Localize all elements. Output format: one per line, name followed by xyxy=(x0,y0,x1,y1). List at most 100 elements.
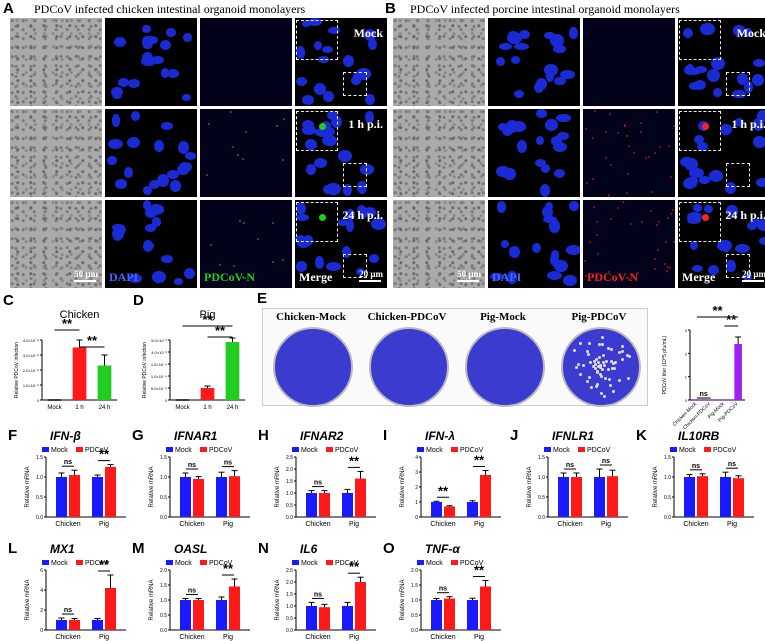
bar xyxy=(697,476,708,517)
nucleus xyxy=(548,217,558,229)
scale-bar xyxy=(457,280,479,282)
micrograph-b-r1-c1 xyxy=(393,18,485,106)
nucleus xyxy=(563,274,578,287)
nucleus xyxy=(498,43,512,51)
nucleus xyxy=(490,273,505,281)
plaque xyxy=(602,361,606,365)
signal-dot xyxy=(281,259,284,262)
nucleus xyxy=(733,25,745,36)
plaque xyxy=(610,359,614,363)
y-tick-label: 6 xyxy=(40,568,43,574)
nucleus xyxy=(496,201,507,213)
nucleus xyxy=(302,95,315,105)
nucleus xyxy=(365,93,376,106)
nucleus xyxy=(295,46,306,59)
x-tick-label: Mock xyxy=(175,405,190,411)
signal-dot xyxy=(663,262,666,265)
sig-label: ns xyxy=(728,461,736,468)
y-tick-label: 3 xyxy=(415,470,418,476)
x-tick-label: Chicken xyxy=(683,521,708,528)
bar xyxy=(720,477,731,517)
nucleus xyxy=(157,173,169,187)
y-tick-label: 2 xyxy=(415,485,418,491)
signal-dot xyxy=(627,145,630,148)
nucleus xyxy=(371,217,387,230)
nucleus xyxy=(747,221,758,230)
bar xyxy=(105,588,116,630)
plaque xyxy=(593,366,597,370)
panel-letter-a: A xyxy=(3,0,14,17)
nucleus xyxy=(142,240,153,253)
nucleus xyxy=(694,66,708,74)
panel-letter: I xyxy=(383,427,387,444)
signal-dot xyxy=(231,145,234,148)
nucleus xyxy=(517,140,527,154)
plaque xyxy=(617,379,621,383)
y-tick-label: 1.5×10⁻⁴ xyxy=(151,362,167,367)
sig-label: ** xyxy=(215,323,226,338)
nucleus xyxy=(540,164,550,174)
signal-dot xyxy=(655,111,658,114)
pdcov-n-label: PDCoV-N xyxy=(587,270,639,284)
nucleus xyxy=(544,31,555,40)
nucleus xyxy=(296,214,310,222)
x-tick-label: Pig xyxy=(349,521,359,528)
nucleus xyxy=(689,167,704,179)
plaque xyxy=(595,382,599,386)
nucleus xyxy=(556,131,569,140)
gene-title: IFN-β xyxy=(50,429,81,443)
signal-dot xyxy=(658,146,661,149)
signal-dot xyxy=(672,124,675,127)
nucleus xyxy=(744,80,754,93)
sig-label: ** xyxy=(712,303,723,318)
legend-swatch-mock xyxy=(42,447,49,452)
nucleus xyxy=(688,81,703,90)
timepoint-label: 1 h p.i. xyxy=(731,117,765,131)
nucleus xyxy=(177,141,189,155)
legend-swatch-pdcov xyxy=(76,560,83,565)
bar xyxy=(69,620,80,630)
plaque xyxy=(579,341,583,345)
legend-label-pdcov: PDCoV xyxy=(209,560,233,567)
nucleus xyxy=(341,246,352,258)
y-tick-label: 3 xyxy=(685,328,688,333)
nucleus xyxy=(155,204,164,214)
signal-dot xyxy=(583,259,586,262)
nucleus xyxy=(751,218,763,227)
inset-box xyxy=(296,111,338,151)
signal-dot xyxy=(671,209,674,212)
legend-swatch-mock xyxy=(292,447,299,452)
plaque-dish xyxy=(369,327,449,407)
sig-label: ns xyxy=(188,588,196,595)
y-tick-label: 1.0 xyxy=(538,475,545,481)
y-tick-label: 0.0 xyxy=(160,515,167,521)
nucleus xyxy=(709,170,724,183)
nucleus xyxy=(359,164,375,175)
roi-box xyxy=(343,163,367,187)
signal-dot xyxy=(282,118,285,121)
y-tick-label: 0.0 xyxy=(411,628,418,634)
y-axis-label: Relative mRNA xyxy=(527,466,533,507)
signal-dot xyxy=(608,195,611,197)
micrograph-b-r3-c3: PDCoV-N xyxy=(583,200,675,288)
plaque xyxy=(597,364,601,368)
bar xyxy=(56,477,67,517)
sig-label: ** xyxy=(438,483,449,498)
chart-title: Pig xyxy=(200,309,216,321)
y-axis-label: Relative mRNA xyxy=(400,579,406,620)
scale-bar xyxy=(359,280,381,282)
nucleus xyxy=(315,128,330,138)
signal-dot xyxy=(639,121,642,124)
plaque xyxy=(586,353,590,357)
y-tick-label: 1.0 xyxy=(411,598,418,604)
y-tick-label: 5.0×10⁻² xyxy=(151,338,167,343)
nucleus xyxy=(686,180,698,189)
x-tick-label: Chicken xyxy=(305,521,330,528)
x-tick-label: Pig xyxy=(223,521,233,528)
signal-dot xyxy=(669,213,672,216)
bar xyxy=(306,606,317,630)
nucleus xyxy=(533,81,545,93)
micrograph-b-r3-c2: DAPI xyxy=(488,200,580,288)
legend-label-mock: Mock xyxy=(679,447,696,454)
nucleus xyxy=(691,264,704,272)
